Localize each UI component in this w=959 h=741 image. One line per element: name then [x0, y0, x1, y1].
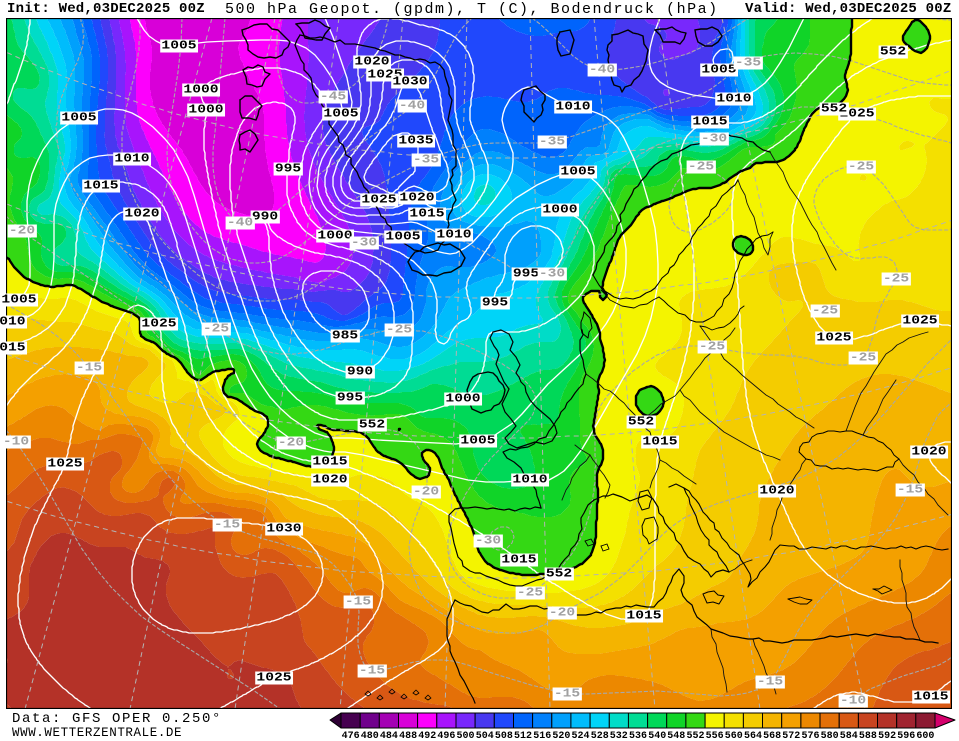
svg-text:600: 600: [916, 731, 934, 741]
svg-text:552: 552: [686, 731, 704, 741]
svg-text:528: 528: [591, 731, 609, 741]
svg-text:548: 548: [667, 731, 685, 741]
svg-text:516: 516: [533, 731, 551, 741]
svg-text:532: 532: [610, 731, 628, 741]
svg-text:572: 572: [782, 731, 800, 741]
svg-text:500: 500: [456, 731, 474, 741]
svg-text:496: 496: [437, 731, 455, 741]
svg-text:592: 592: [878, 731, 896, 741]
svg-text:484: 484: [380, 731, 398, 741]
svg-text:564: 564: [744, 731, 762, 741]
svg-text:504: 504: [476, 731, 494, 741]
svg-text:560: 560: [725, 731, 743, 741]
svg-text:492: 492: [418, 731, 436, 741]
svg-text:540: 540: [648, 731, 666, 741]
svg-text:556: 556: [706, 731, 724, 741]
svg-text:580: 580: [821, 731, 839, 741]
svg-text:568: 568: [763, 731, 781, 741]
svg-text:488: 488: [399, 731, 417, 741]
svg-text:576: 576: [801, 731, 819, 741]
svg-text:520: 520: [552, 731, 570, 741]
svg-text:584: 584: [840, 731, 858, 741]
svg-text:588: 588: [859, 731, 877, 741]
svg-text:480: 480: [361, 731, 379, 741]
svg-text:536: 536: [629, 731, 647, 741]
svg-text:476: 476: [342, 731, 360, 741]
svg-text:596: 596: [897, 731, 915, 741]
svg-text:508: 508: [495, 731, 513, 741]
svg-text:512: 512: [514, 731, 532, 741]
svg-text:524: 524: [571, 731, 589, 741]
